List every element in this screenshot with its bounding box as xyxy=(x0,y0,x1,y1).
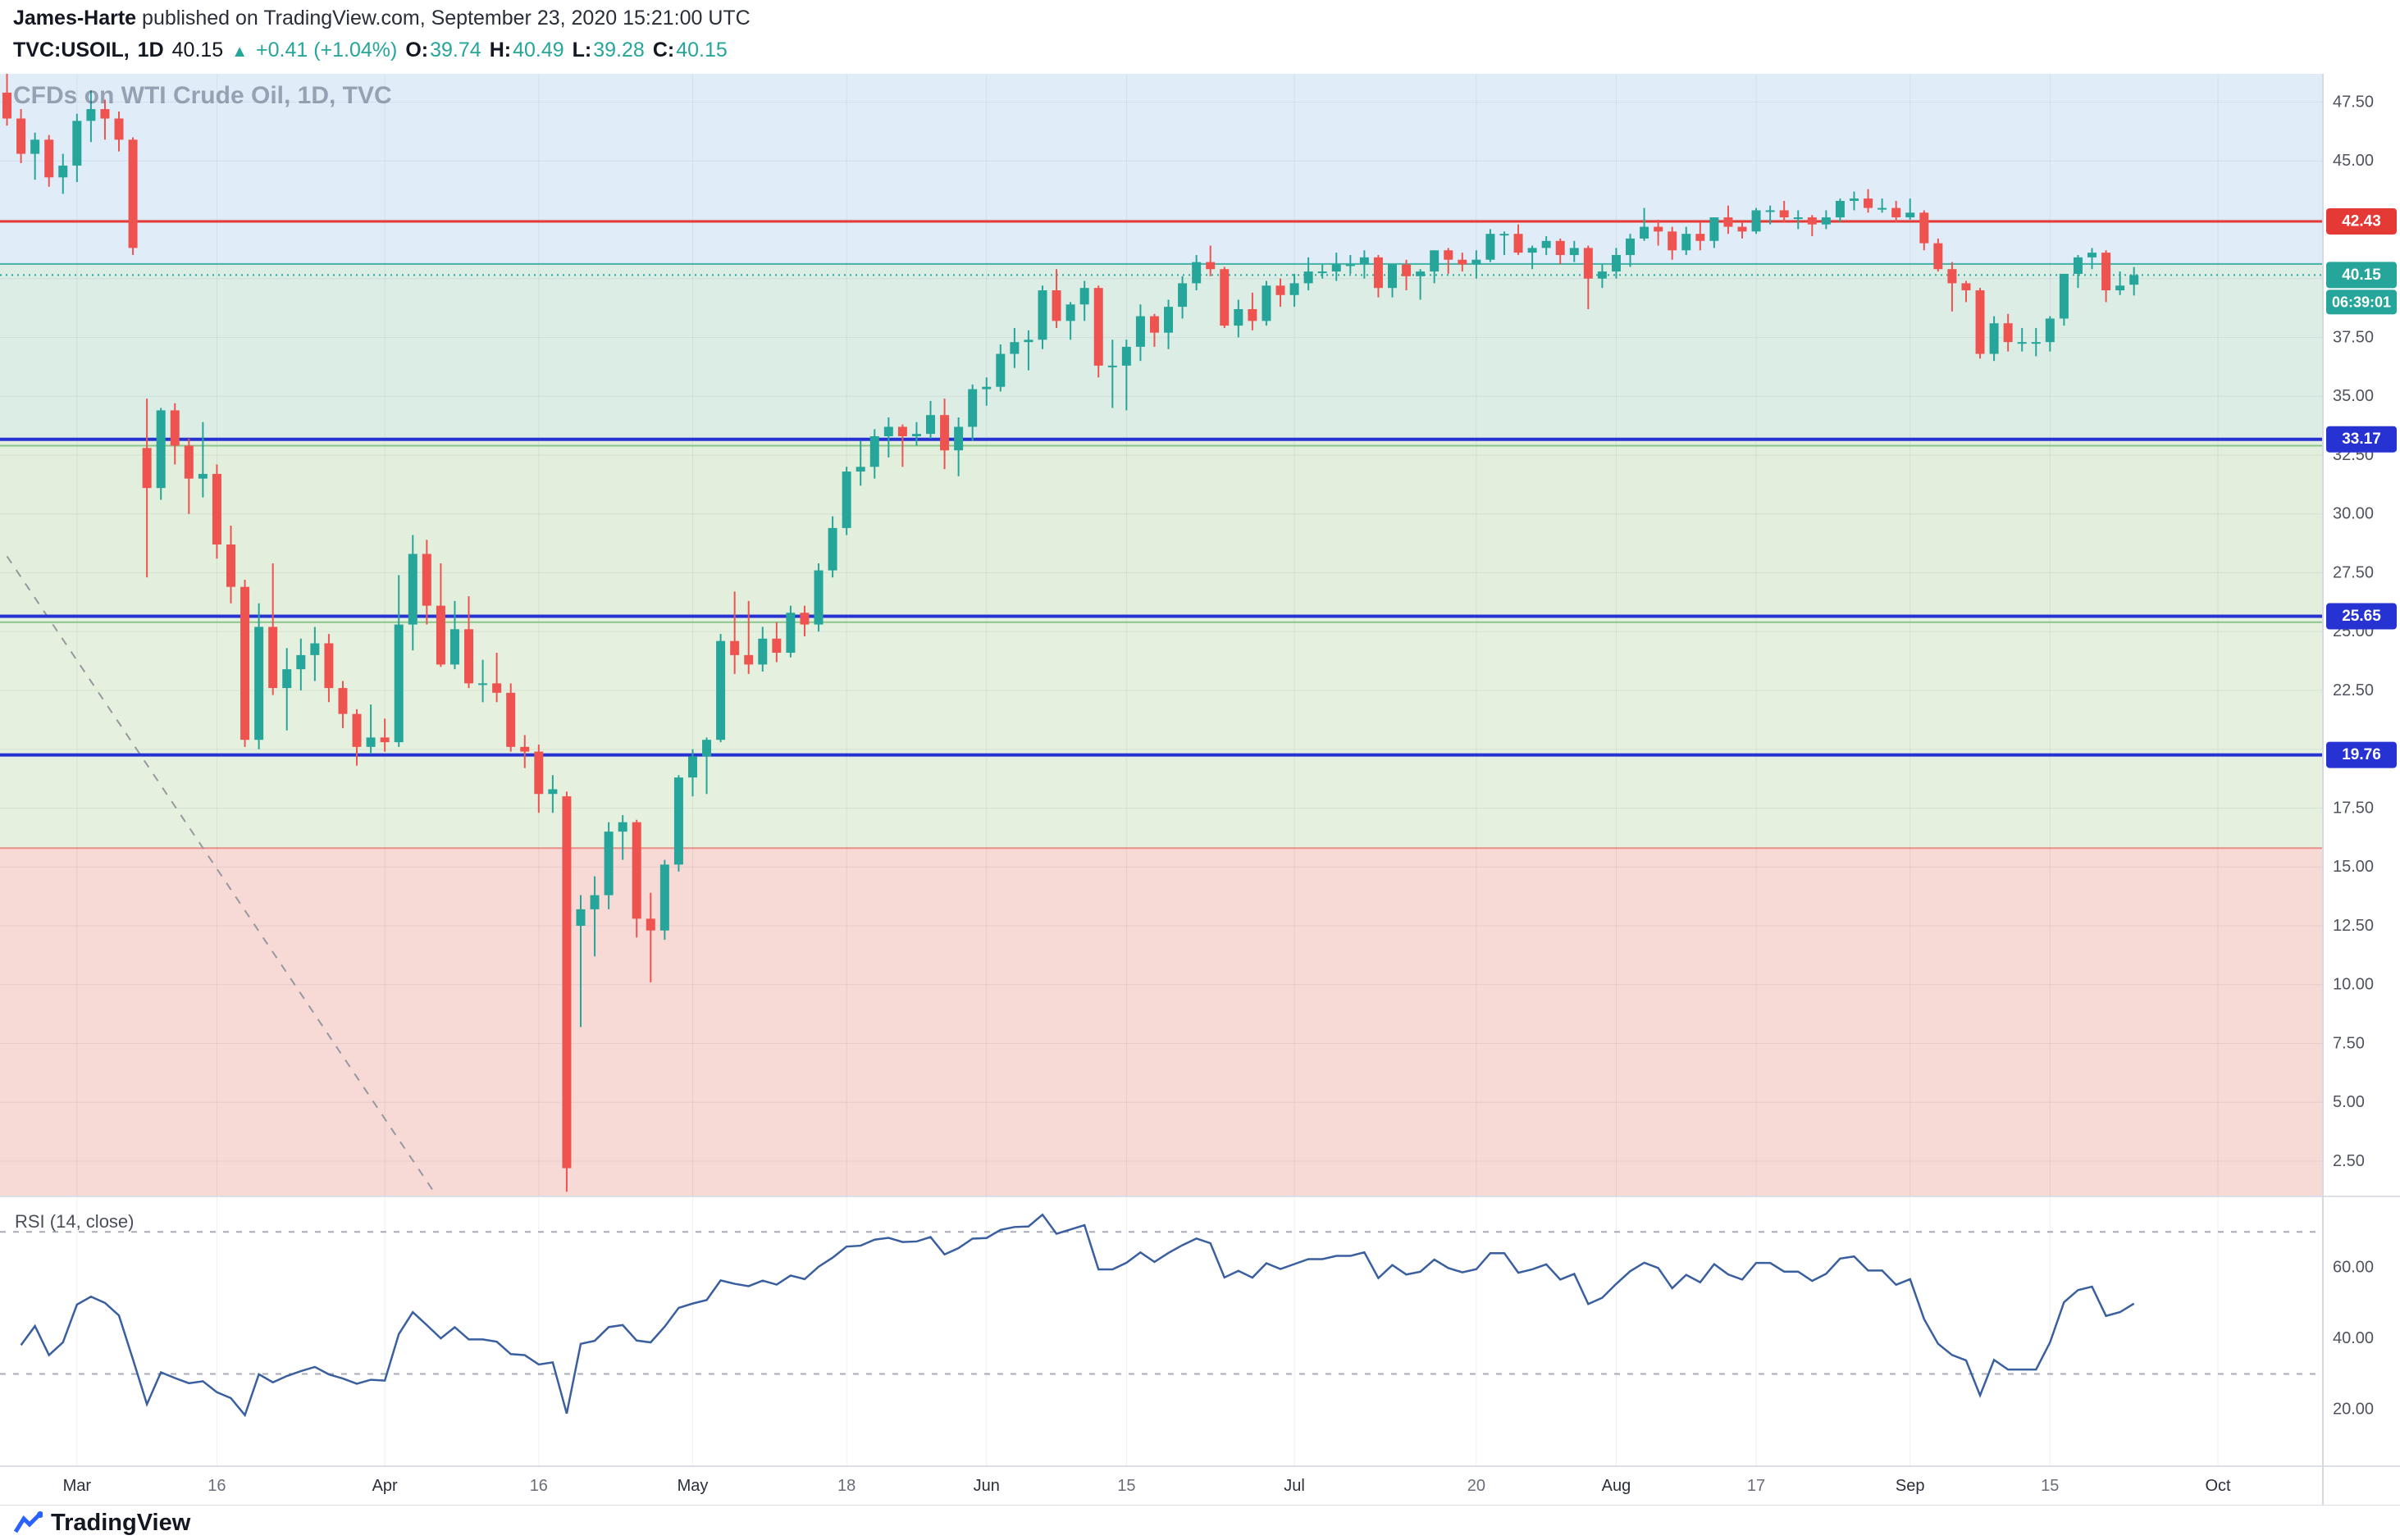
symbol-change: +0.41 (+1.04%) xyxy=(256,39,398,62)
svg-text:33.17: 33.17 xyxy=(2342,431,2381,448)
svg-text:10.00: 10.00 xyxy=(2333,976,2374,994)
svg-text:60.00: 60.00 xyxy=(2333,1259,2374,1277)
ohlc-open: O: 39.74 xyxy=(405,39,481,62)
svg-text:15.00: 15.00 xyxy=(2333,858,2374,876)
svg-text:27.50: 27.50 xyxy=(2333,563,2374,581)
tradingview-brand: TradingView xyxy=(51,1509,191,1536)
svg-text:May: May xyxy=(678,1477,709,1495)
symbol-interval: 1D xyxy=(137,39,164,62)
open-value: 39.74 xyxy=(430,39,481,62)
svg-text:47.50: 47.50 xyxy=(2333,93,2374,111)
svg-text:35.00: 35.00 xyxy=(2333,387,2374,405)
svg-text:40.15: 40.15 xyxy=(2342,267,2381,284)
svg-text:22.50: 22.50 xyxy=(2333,681,2374,699)
close-value: 40.15 xyxy=(676,39,728,62)
svg-text:7.50: 7.50 xyxy=(2333,1034,2365,1052)
ohlc-close: C: 40.15 xyxy=(653,39,728,62)
svg-text:20: 20 xyxy=(1467,1477,1485,1495)
svg-text:Oct: Oct xyxy=(2205,1477,2231,1495)
snapshot-header: James-Harte published on TradingView.com… xyxy=(0,0,2400,74)
svg-text:12.50: 12.50 xyxy=(2333,917,2374,935)
chart-watermark: CFDs on WTI Crude Oil, 1D, TVC xyxy=(13,82,392,109)
background-bands xyxy=(0,74,2323,1196)
svg-text:37.50: 37.50 xyxy=(2333,328,2374,346)
ohlc-high: H: 40.49 xyxy=(490,39,564,62)
author-name: James-Harte xyxy=(13,7,137,30)
svg-text:Aug: Aug xyxy=(1602,1477,1631,1495)
gridlines xyxy=(0,74,2323,1466)
svg-text:Sep: Sep xyxy=(1896,1477,1925,1495)
ohlc-low: L: 39.28 xyxy=(573,39,645,62)
rsi-layer[interactable] xyxy=(0,1213,2323,1418)
dashed-trendline[interactable] xyxy=(6,555,435,1192)
low-value: 39.28 xyxy=(593,39,645,62)
svg-text:30.00: 30.00 xyxy=(2333,505,2374,523)
rsi-line[interactable] xyxy=(20,1213,2135,1418)
rsi-indicator-label: RSI (14, close) xyxy=(15,1211,135,1232)
price-up-arrow-icon: ▲ xyxy=(231,43,248,61)
price-axis-pills: 42.43 33.17 25.65 19.76 40.15 06:39:01 xyxy=(2326,207,2397,768)
svg-text:42.43: 42.43 xyxy=(2342,212,2381,230)
high-value: 40.49 xyxy=(513,39,564,62)
svg-text:40.00: 40.00 xyxy=(2333,1329,2374,1347)
svg-text:Jun: Jun xyxy=(974,1477,1000,1495)
svg-text:45.00: 45.00 xyxy=(2333,152,2374,170)
symbol-name: TVC:USOIL, xyxy=(13,39,130,62)
svg-text:16: 16 xyxy=(530,1477,548,1495)
time-axis-labels: Mar 16 Apr 16 May 18 Jun 15 Jul 20 Aug 17 Sep 15 Oct xyxy=(63,1477,2231,1495)
svg-text:2.50: 2.50 xyxy=(2333,1152,2365,1170)
svg-text:5.00: 5.00 xyxy=(2333,1093,2365,1111)
close-label: C: xyxy=(652,39,675,62)
candles-layer[interactable] xyxy=(2,74,2139,1192)
svg-text:19.76: 19.76 xyxy=(2342,746,2381,763)
time-scale[interactable] xyxy=(0,1466,2323,1506)
svg-text:17: 17 xyxy=(1747,1477,1765,1495)
footer-bar[interactable]: TradingView xyxy=(0,1506,2400,1540)
symbol-last-price: 40.15 xyxy=(171,39,224,62)
symbol-bar: TVC:USOIL, 1D 40.15 ▲ +0.41 (+1.04%) O: … xyxy=(13,39,2400,62)
price-scale[interactable] xyxy=(2323,74,2400,1506)
svg-text:17.50: 17.50 xyxy=(2333,799,2374,817)
svg-text:Apr: Apr xyxy=(372,1477,398,1495)
svg-text:Mar: Mar xyxy=(63,1477,92,1495)
svg-text:06:39:01: 06:39:01 xyxy=(2332,294,2391,310)
published-text: published on TradingView.com, September … xyxy=(142,7,751,30)
high-label: H: xyxy=(489,39,512,62)
trendline-layer[interactable] xyxy=(6,555,435,1192)
svg-text:16: 16 xyxy=(208,1477,226,1495)
price-axis-labels: 47.5045.0037.5035.0032.5030.0027.5025.00… xyxy=(2333,93,2374,1418)
svg-text:15: 15 xyxy=(1117,1477,1135,1495)
svg-text:25.65: 25.65 xyxy=(2342,608,2381,625)
tradingview-logo-icon xyxy=(13,1510,43,1535)
svg-text:Jul: Jul xyxy=(1284,1477,1305,1495)
open-label: O: xyxy=(405,39,429,62)
price-level-lines[interactable] xyxy=(0,220,2323,757)
svg-text:20.00: 20.00 xyxy=(2333,1401,2374,1419)
low-label: L: xyxy=(572,39,592,62)
svg-text:15: 15 xyxy=(2041,1477,2059,1495)
svg-text:18: 18 xyxy=(837,1477,856,1495)
publish-line: James-Harte published on TradingView.com… xyxy=(13,7,2400,30)
